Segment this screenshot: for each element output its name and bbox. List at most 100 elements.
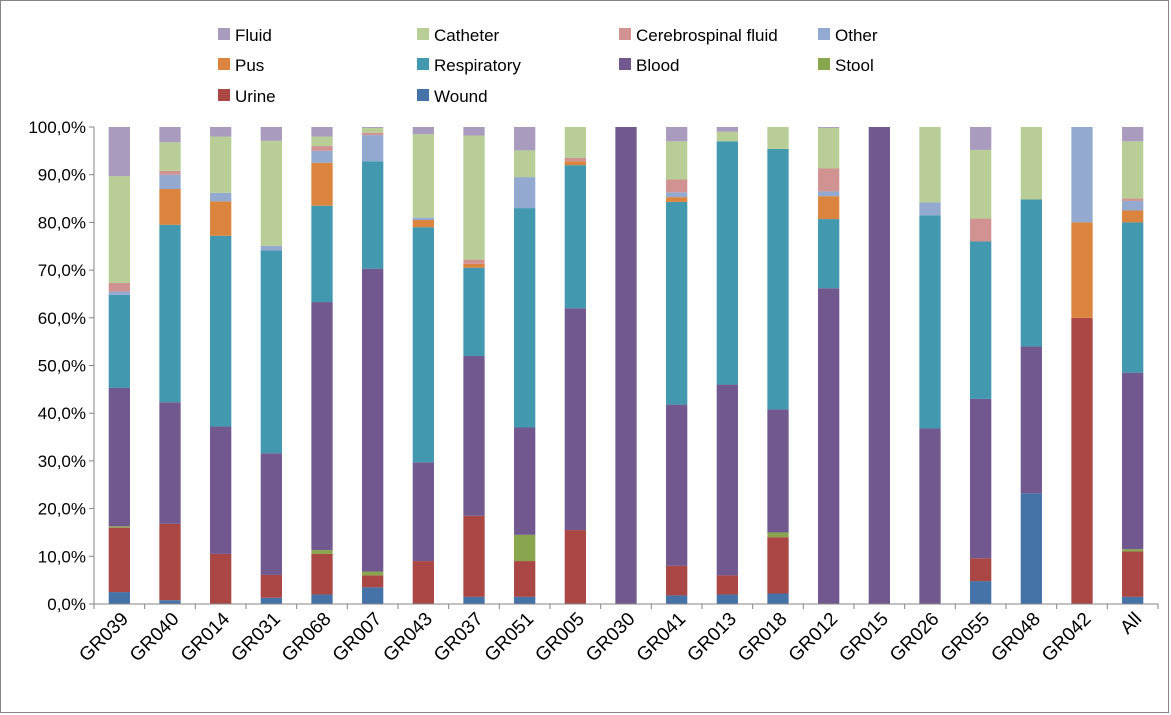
bar-blood (260, 453, 282, 575)
bar-cerebrospinal-fluid (818, 168, 840, 192)
bar-wound (311, 594, 333, 604)
bar-fluid (514, 127, 536, 151)
x-tick-label: GR012 (785, 609, 842, 666)
bar-stool (1122, 549, 1144, 552)
bar-fluid (362, 127, 384, 128)
bar-catheter (919, 127, 941, 203)
bar-blood (210, 426, 232, 554)
legend-label: Catheter (434, 26, 500, 45)
bar-stack-gr005 (564, 127, 586, 604)
bar-respiratory (108, 294, 130, 388)
bar-blood (716, 384, 738, 576)
bar-other (260, 245, 282, 251)
bar-respiratory (666, 201, 688, 405)
legend-swatch (417, 89, 429, 101)
y-tick-label: 40,0% (38, 404, 86, 423)
legend-item-fluid: Fluid (218, 26, 272, 45)
bar-stool (514, 534, 536, 562)
bar-pus (666, 197, 688, 202)
bar-pus (210, 201, 232, 236)
bar-respiratory (1122, 222, 1144, 373)
bar-wound (1020, 493, 1042, 604)
bar-respiratory (514, 208, 536, 428)
bar-pus (564, 161, 586, 166)
bar-stack-gr030 (615, 127, 637, 604)
y-tick-label: 100,0% (28, 118, 86, 137)
bar-other (362, 135, 384, 162)
bar-catheter (767, 127, 789, 149)
legend-swatch (218, 89, 230, 101)
bar-stack-gr068 (311, 127, 333, 604)
bar-cerebrospinal-fluid (1122, 198, 1144, 201)
bar-other (1122, 200, 1144, 211)
bar-cerebrospinal-fluid (666, 179, 688, 193)
x-tick-label: GR039 (75, 609, 132, 666)
bar-respiratory (159, 224, 181, 403)
legend-label: Blood (636, 56, 679, 75)
bar-urine (514, 561, 536, 597)
bar-wound (666, 595, 688, 604)
legend-label: Pus (235, 56, 264, 75)
legend-item-pus: Pus (218, 56, 264, 75)
legend-swatch (818, 28, 830, 40)
legend-item-respiratory: Respiratory (417, 56, 521, 75)
bar-respiratory (311, 205, 333, 303)
bar-cerebrospinal-fluid (970, 218, 992, 242)
bar-fluid (818, 127, 840, 128)
x-tick-label: GR048 (987, 609, 1044, 666)
legend-label: Other (835, 26, 878, 45)
bar-urine (260, 574, 282, 598)
bar-catheter (514, 150, 536, 178)
bar-stack-gr051 (514, 127, 536, 604)
bar-blood (970, 398, 992, 559)
x-tick-label: GR015 (835, 609, 892, 666)
y-tick-label: 80,0% (38, 213, 86, 232)
legend-swatch (218, 58, 230, 70)
bar-pus (463, 263, 485, 268)
y-tick-label: 60,0% (38, 309, 86, 328)
bar-other (210, 192, 232, 202)
bar-other (159, 174, 181, 190)
y-tick-label: 20,0% (38, 500, 86, 519)
bar-stack-gr043 (412, 127, 434, 604)
x-tick-label: GR031 (227, 609, 284, 666)
bar-urine (1122, 551, 1144, 597)
bar-stack-gr018 (767, 127, 789, 604)
bar-wound (970, 581, 992, 604)
bar-urine (1071, 317, 1093, 604)
x-tick-label: GR030 (582, 609, 639, 666)
legend-label: Stool (835, 56, 874, 75)
bar-fluid (1122, 127, 1144, 142)
x-tick-label: GR042 (1038, 609, 1095, 666)
bar-blood (362, 268, 384, 572)
bar-other (412, 217, 434, 221)
bar-fluid (970, 127, 992, 150)
bar-wound (716, 594, 738, 604)
legend: Fluid Catheter Cerebrospinal fluid Other Pus… (218, 26, 878, 106)
bar-cerebrospinal-fluid (564, 158, 586, 162)
bar-fluid (159, 127, 181, 143)
x-tick-label: GR068 (278, 609, 335, 666)
bar-stack-gr037 (463, 127, 485, 604)
bar-stack-gr055 (970, 127, 992, 604)
bar-respiratory (362, 161, 384, 269)
bar-urine (463, 515, 485, 597)
x-tick-label: GR014 (177, 608, 235, 666)
y-tick-label: 50,0% (38, 357, 86, 376)
bar-blood (564, 308, 586, 531)
bar-urine (412, 561, 434, 604)
bar-stool (767, 532, 789, 538)
bar-respiratory (716, 141, 738, 385)
bar-wound (108, 592, 130, 604)
x-tick-label: GR051 (481, 609, 538, 666)
bar-blood (767, 409, 789, 533)
legend-label: Respiratory (434, 56, 521, 75)
bar-blood (666, 404, 688, 566)
bar-catheter (210, 136, 232, 193)
bar-cerebrospinal-fluid (362, 132, 384, 136)
x-tick-label: GR055 (937, 609, 994, 666)
y-axis: 0,0% 10,0% 20,0% 30,0% 40,0% 50,0% 60,0% 70,0% 8… (28, 118, 95, 614)
bar-stack-gr048 (1020, 127, 1042, 604)
bar-stack-gr041 (666, 127, 688, 604)
